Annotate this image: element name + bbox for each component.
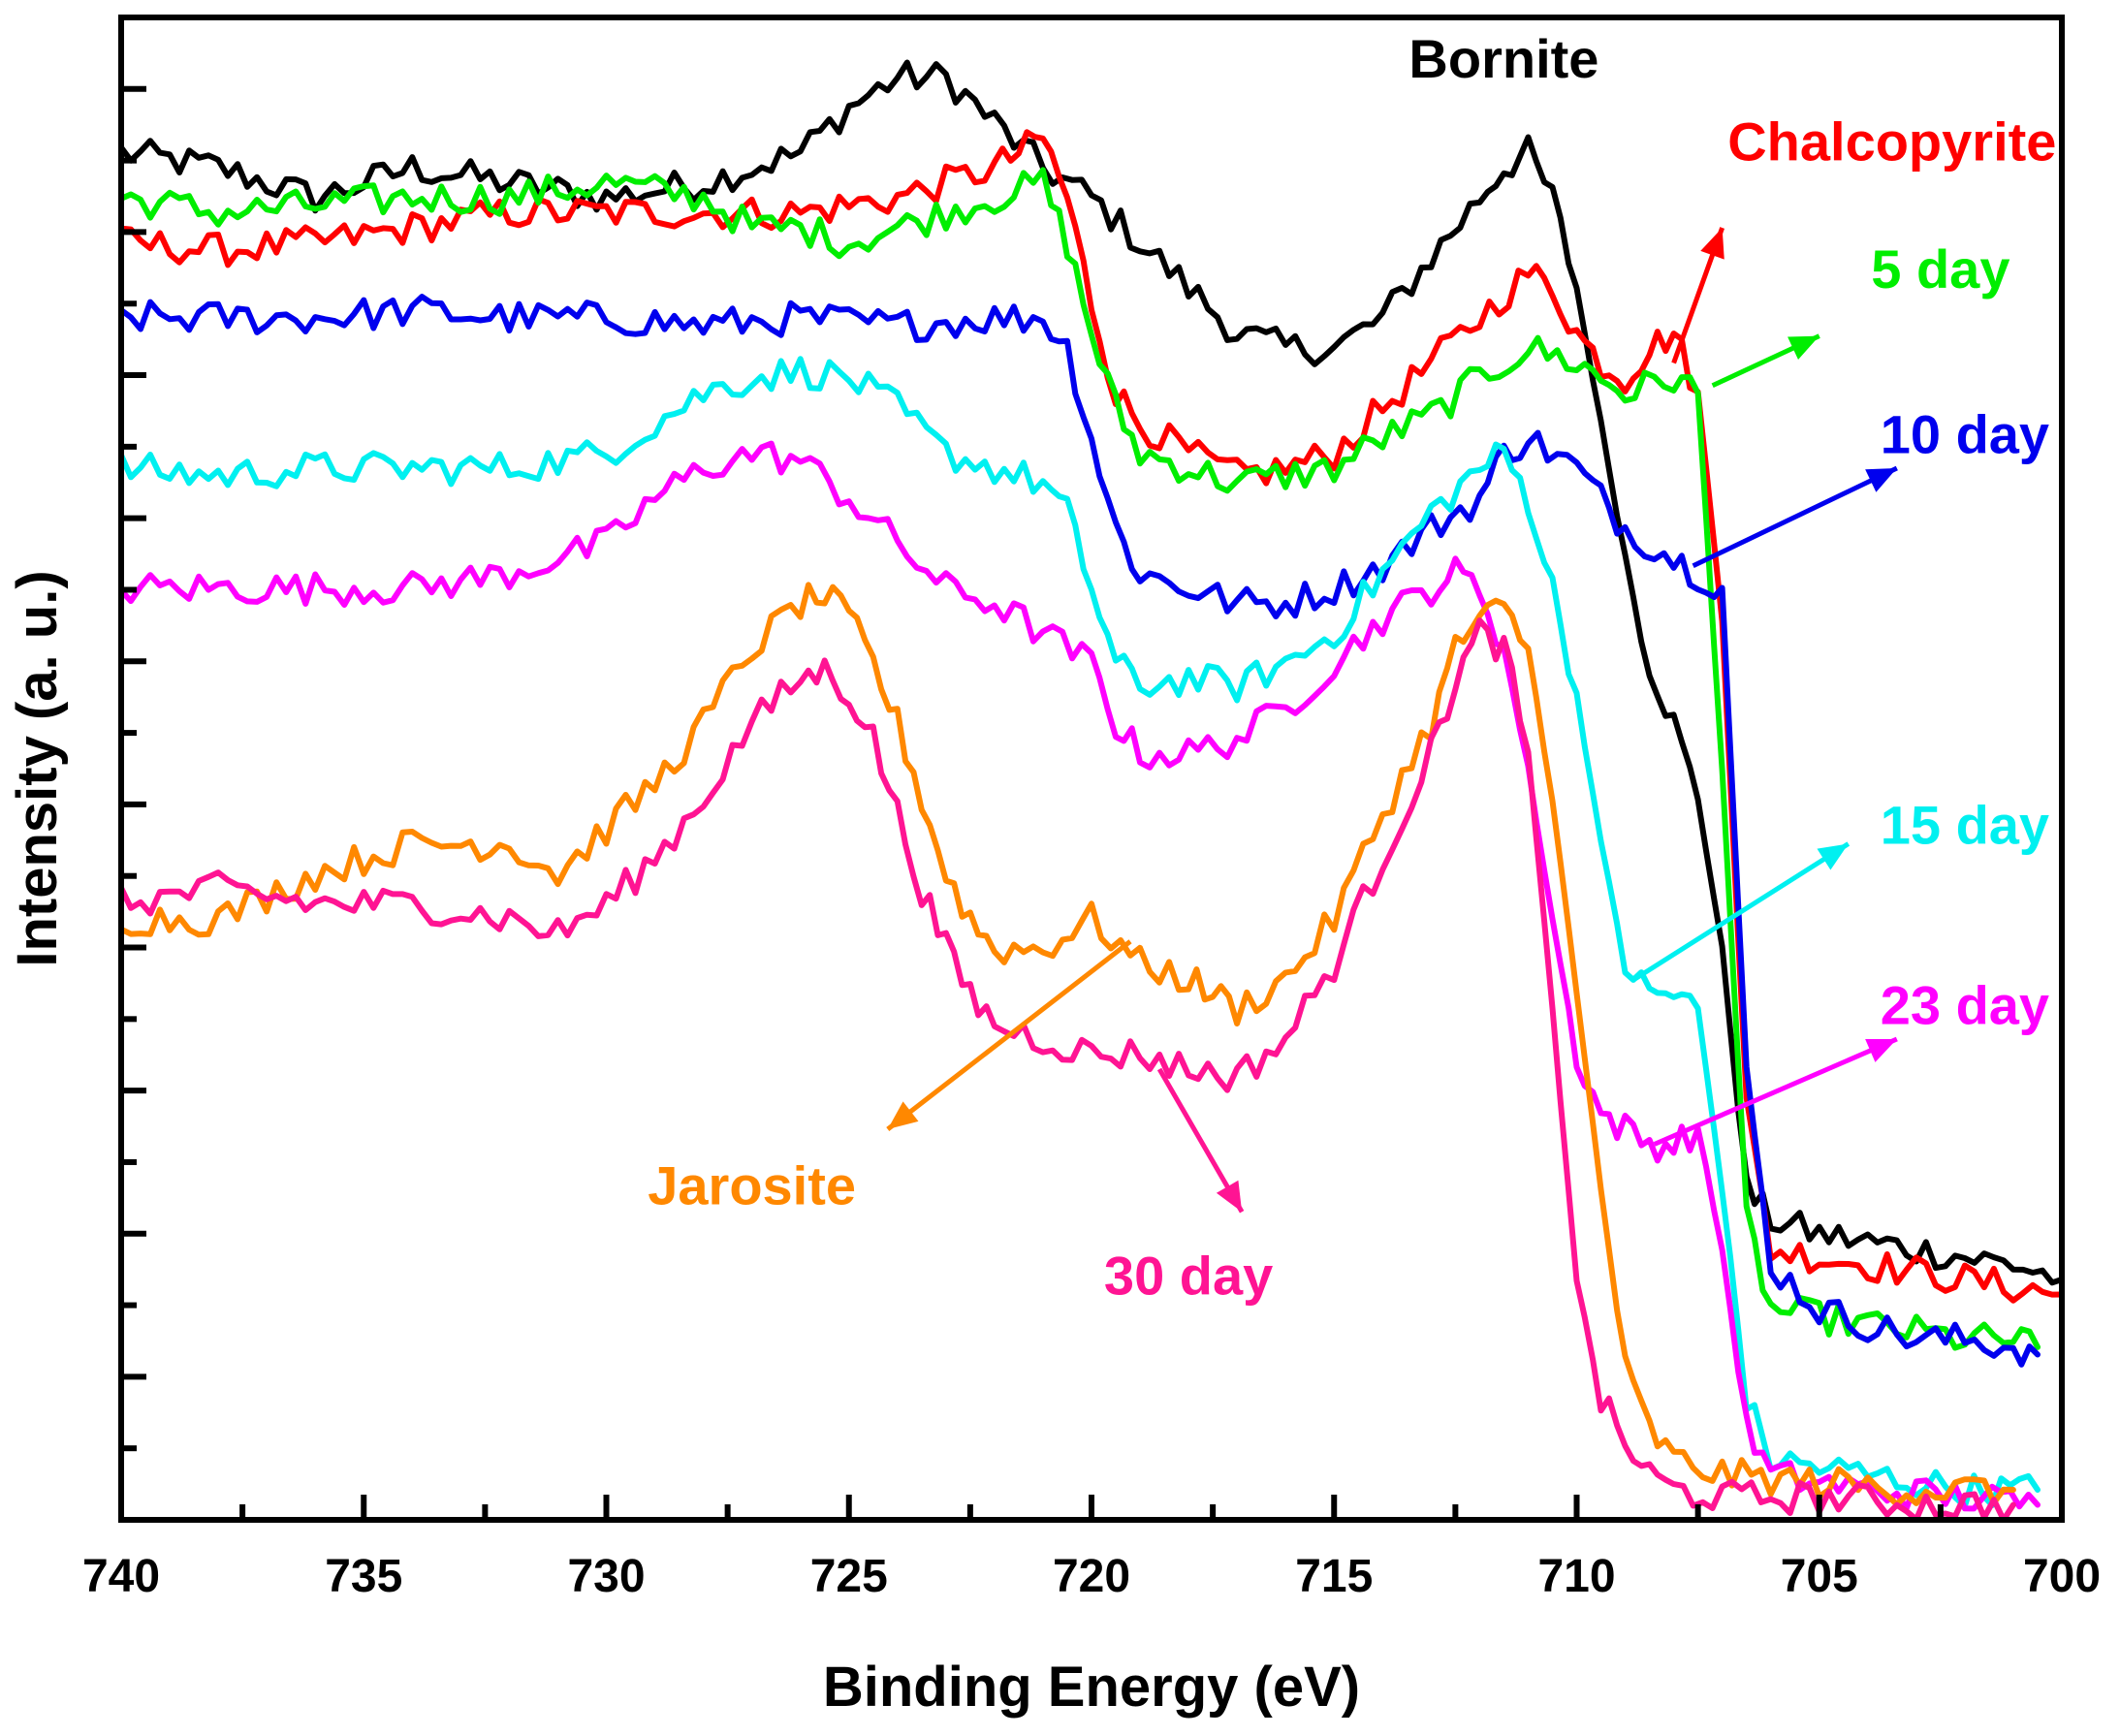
label-chalcopyrite: Chalcopyrite <box>1727 110 2056 172</box>
series-line-23-day <box>118 440 2041 1512</box>
arrowhead-jarosite <box>887 1101 919 1129</box>
x-tick-label: 720 <box>1053 1551 1130 1602</box>
x-tick-label: 740 <box>82 1551 160 1602</box>
arrowhead-30-day <box>1216 1180 1243 1213</box>
arrowhead-chalcopyrite <box>1700 228 1724 260</box>
y-axis-label: Intensity (a. u.) <box>6 570 69 966</box>
x-axis-tick-labels: 740 735 730 725 720 715 710 705 700 <box>82 1551 2101 1602</box>
arrowhead-10-day <box>1865 468 1897 492</box>
label-10-day: 10 day <box>1881 404 2049 465</box>
label-15-day: 15 day <box>1881 795 2049 856</box>
series-line-5-day <box>118 167 2041 1351</box>
series-lines <box>118 59 2065 1523</box>
x-axis-ticks <box>118 1495 2065 1520</box>
arrowhead-5-day <box>1788 335 1819 361</box>
x-tick-label: 700 <box>2023 1551 2101 1602</box>
arrowhead-23-day <box>1865 1039 1897 1062</box>
x-tick-label: 710 <box>1537 1551 1615 1602</box>
x-axis-label: Binding Energy (eV) <box>823 1656 1360 1719</box>
annotation-arrows <box>886 227 1898 1214</box>
series-line-jarosite <box>118 582 2016 1507</box>
x-tick-label: 735 <box>325 1551 402 1602</box>
plot-frame <box>118 15 2065 1523</box>
x-tick-label: 715 <box>1295 1551 1373 1602</box>
label-jarosite: Jarosite <box>648 1155 856 1216</box>
label-23-day: 23 day <box>1881 975 2049 1036</box>
arrowhead-15-day <box>1817 843 1849 870</box>
x-tick-label: 725 <box>810 1551 888 1602</box>
series-line-30-day <box>118 617 2016 1523</box>
x-tick-label: 730 <box>567 1551 645 1602</box>
arrow-10-day <box>1692 465 1898 569</box>
series-line-10-day <box>118 294 2041 1368</box>
series-labels: Bornite Chalcopyrite 5 day 10 day 15 day 23 d… <box>648 28 2056 1307</box>
series-line-15-day <box>118 356 2041 1509</box>
arrow-15-day <box>1633 841 1851 982</box>
series-line-bornite <box>118 59 2065 1286</box>
arrow-23-day <box>1653 1036 1898 1147</box>
x-tick-label: 705 <box>1781 1551 1858 1602</box>
arrow-jarosite <box>886 939 1132 1131</box>
label-bornite: Bornite <box>1408 28 1598 89</box>
label-5-day: 5 day <box>1871 238 2009 300</box>
y-axis-ticks <box>121 85 146 1452</box>
label-30-day: 30 day <box>1104 1246 1273 1307</box>
